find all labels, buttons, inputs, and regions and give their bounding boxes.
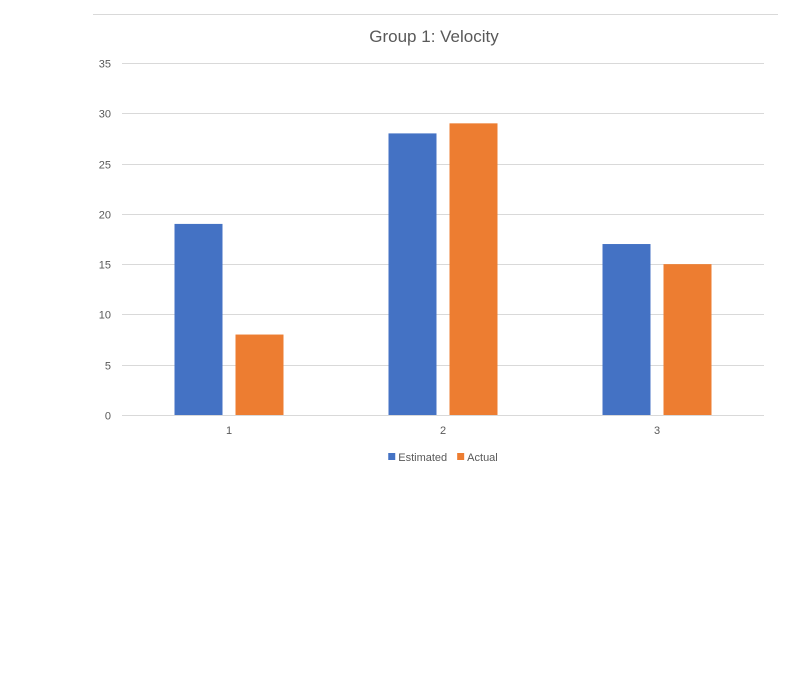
legend-item-actual: Actual bbox=[457, 452, 498, 464]
x-tick-label: 2 bbox=[440, 425, 446, 437]
bar-estimated-1 bbox=[174, 223, 223, 415]
y-tick-label: 5 bbox=[105, 361, 111, 373]
y-tick-label: 10 bbox=[99, 310, 111, 322]
bar-actual-3 bbox=[663, 264, 712, 415]
y-tick-label: 15 bbox=[99, 260, 111, 272]
x-tick-label: 3 bbox=[654, 425, 660, 437]
y-tick-label: 25 bbox=[99, 160, 111, 172]
y-tick-label: 35 bbox=[99, 59, 111, 71]
y-tick-label: 30 bbox=[99, 109, 111, 121]
bar-actual-1 bbox=[235, 334, 284, 415]
bars bbox=[174, 123, 712, 415]
legend-item-estimated: Estimated bbox=[388, 452, 447, 464]
gridlines bbox=[122, 63, 764, 416]
legend-label: Actual bbox=[467, 452, 498, 464]
legend-label: Estimated bbox=[398, 452, 447, 464]
legend: Estimated Actual bbox=[388, 452, 498, 464]
x-tick-label: 1 bbox=[226, 425, 232, 437]
bar-estimated-3 bbox=[602, 244, 651, 415]
y-axis-tick-labels: 0 5 10 15 20 25 30 35 bbox=[99, 59, 111, 423]
legend-swatch bbox=[457, 453, 465, 460]
y-tick-label: 0 bbox=[105, 411, 111, 423]
bar-actual-2 bbox=[449, 123, 498, 415]
legend-swatch bbox=[388, 453, 396, 460]
chart-title: Group 1: Velocity bbox=[369, 27, 499, 46]
y-tick-label: 20 bbox=[99, 210, 111, 222]
bar-estimated-2 bbox=[388, 133, 437, 415]
x-axis-tick-labels: 1 2 3 bbox=[226, 425, 660, 437]
